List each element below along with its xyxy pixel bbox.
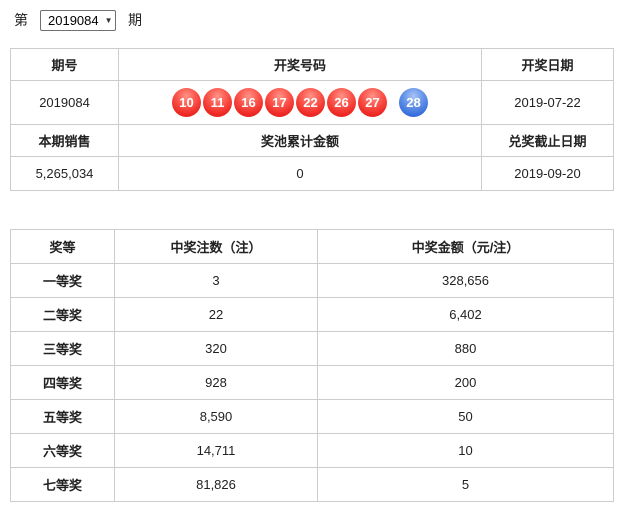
sales-header-row: 本期销售 奖池累计金额 兑奖截止日期 bbox=[10, 124, 614, 157]
header-winner-count: 中奖注数（注） bbox=[114, 229, 318, 264]
period-select[interactable]: 2019084 ▼ bbox=[40, 9, 116, 31]
period-suffix-label: 期 bbox=[128, 12, 142, 28]
prize-amount: 6,402 bbox=[317, 297, 614, 332]
winner-count: 22 bbox=[114, 297, 318, 332]
blue-ball: 28 bbox=[399, 88, 428, 117]
period-prefix-label: 第 bbox=[14, 12, 28, 28]
winner-count: 14,711 bbox=[114, 433, 318, 468]
deadline-date: 2019-09-20 bbox=[481, 156, 614, 191]
prize-level: 七等奖 bbox=[10, 467, 115, 502]
pool-amount: 0 bbox=[118, 156, 482, 191]
issue-number: 2019084 bbox=[10, 80, 119, 125]
header-draw-date: 开奖日期 bbox=[481, 48, 614, 81]
table-row: 七等奖 81,826 5 bbox=[10, 467, 614, 502]
header-issue: 期号 bbox=[10, 48, 119, 81]
winner-count: 320 bbox=[114, 331, 318, 366]
ball-list: 10 11 16 17 22 26 27 28 bbox=[119, 88, 481, 117]
table-row: 二等奖 22 6,402 bbox=[10, 297, 614, 332]
prize-amount: 200 bbox=[317, 365, 614, 400]
header-sales: 本期销售 bbox=[10, 124, 119, 157]
prize-level: 三等奖 bbox=[10, 331, 115, 366]
prize-amount: 5 bbox=[317, 467, 614, 502]
table-row: 六等奖 14,711 10 bbox=[10, 433, 614, 468]
period-selector-row: 第 2019084 ▼ 期 bbox=[10, 8, 613, 32]
winner-count: 928 bbox=[114, 365, 318, 400]
winner-count: 81,826 bbox=[114, 467, 318, 502]
red-ball: 22 bbox=[296, 88, 325, 117]
table-row: 三等奖 320 880 bbox=[10, 331, 614, 366]
red-ball: 16 bbox=[234, 88, 263, 117]
sales-amount: 5,265,034 bbox=[10, 156, 119, 191]
sales-data-row: 5,265,034 0 2019-09-20 bbox=[10, 156, 614, 191]
table-row: 四等奖 928 200 bbox=[10, 365, 614, 400]
chevron-down-icon: ▼ bbox=[104, 15, 113, 25]
winner-count: 8,590 bbox=[114, 399, 318, 434]
draw-info-table: 期号 开奖号码 开奖日期 2019084 10 11 16 17 22 26 2… bbox=[10, 48, 614, 191]
winner-count: 3 bbox=[114, 263, 318, 298]
draw-date: 2019-07-22 bbox=[481, 80, 614, 125]
header-pool: 奖池累计金额 bbox=[118, 124, 482, 157]
red-ball: 27 bbox=[358, 88, 387, 117]
draw-header-row: 期号 开奖号码 开奖日期 bbox=[10, 48, 614, 81]
table-row: 五等奖 8,590 50 bbox=[10, 399, 614, 434]
red-ball: 26 bbox=[327, 88, 356, 117]
prize-table: 奖等 中奖注数（注） 中奖金额（元/注） 一等奖 3 328,656 二等奖 2… bbox=[10, 229, 614, 502]
header-winning-numbers: 开奖号码 bbox=[118, 48, 482, 81]
red-ball: 11 bbox=[203, 88, 232, 117]
prize-level: 四等奖 bbox=[10, 365, 115, 400]
prize-level: 五等奖 bbox=[10, 399, 115, 434]
red-ball: 17 bbox=[265, 88, 294, 117]
winning-numbers-cell: 10 11 16 17 22 26 27 28 bbox=[118, 80, 482, 125]
header-prize-amount: 中奖金额（元/注） bbox=[317, 229, 614, 264]
prize-level: 一等奖 bbox=[10, 263, 115, 298]
prize-amount: 328,656 bbox=[317, 263, 614, 298]
draw-data-row: 2019084 10 11 16 17 22 26 27 28 2019-07-… bbox=[10, 80, 614, 125]
prize-amount: 50 bbox=[317, 399, 614, 434]
header-deadline: 兑奖截止日期 bbox=[481, 124, 614, 157]
prize-amount: 880 bbox=[317, 331, 614, 366]
prize-level: 二等奖 bbox=[10, 297, 115, 332]
period-select-value: 2019084 bbox=[48, 12, 99, 28]
table-row: 一等奖 3 328,656 bbox=[10, 263, 614, 298]
prize-header-row: 奖等 中奖注数（注） 中奖金额（元/注） bbox=[10, 229, 614, 264]
red-ball: 10 bbox=[172, 88, 201, 117]
prize-level: 六等奖 bbox=[10, 433, 115, 468]
header-prize-level: 奖等 bbox=[10, 229, 115, 264]
prize-amount: 10 bbox=[317, 433, 614, 468]
